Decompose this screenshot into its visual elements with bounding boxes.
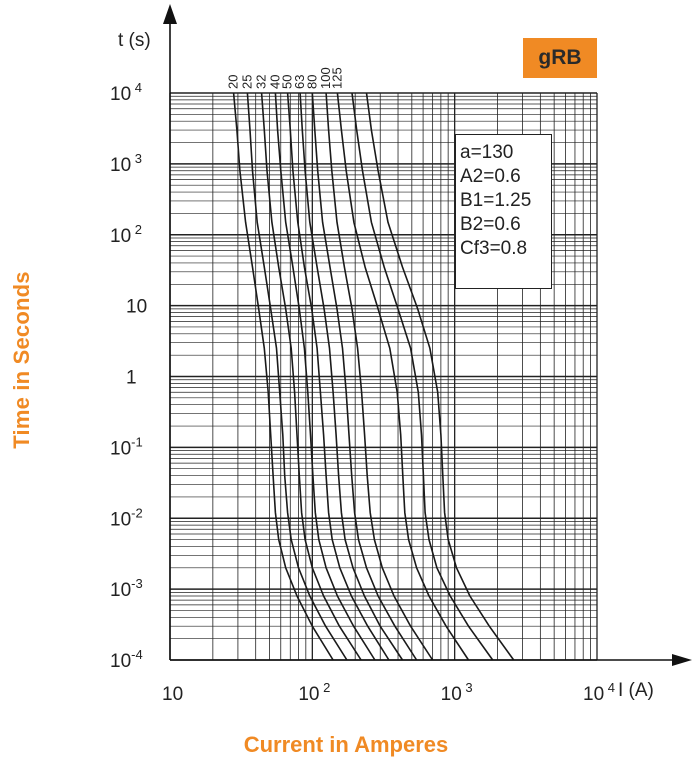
y-tick-label: 10-3 bbox=[110, 576, 143, 601]
x-axis-arrowhead bbox=[672, 654, 692, 666]
y-tick-label: 10 3 bbox=[110, 151, 142, 176]
y-axis-arrowhead bbox=[163, 4, 177, 24]
outer-y-label: Time in Seconds bbox=[9, 271, 34, 449]
y-tick-label: 10-4 bbox=[110, 647, 143, 672]
curve-63 bbox=[299, 92, 404, 661]
x-tick-label: 10 bbox=[162, 684, 183, 705]
curve-label-100: 100 bbox=[318, 67, 333, 89]
y-tick-label: 10-1 bbox=[110, 434, 143, 459]
y-axis-title: t (s) bbox=[118, 30, 151, 51]
curve-20 bbox=[232, 92, 334, 661]
curve-32 bbox=[260, 92, 362, 661]
outer-x-label: Current in Amperes bbox=[243, 732, 449, 757]
grid-lines bbox=[169, 92, 598, 661]
curve-label-80: 80 bbox=[304, 75, 319, 89]
param-cf3: Cf3=0.8 bbox=[460, 238, 528, 259]
curve-25 bbox=[246, 92, 348, 661]
axes bbox=[163, 4, 692, 666]
curve-label-25: 25 bbox=[239, 75, 254, 89]
x-axis-title: I (A) bbox=[618, 680, 654, 701]
param-a2: A2=0.6 bbox=[460, 166, 521, 187]
curve-label-63: 63 bbox=[292, 75, 307, 89]
param-a: a=130 bbox=[460, 142, 514, 163]
y-tick-label: 10 2 bbox=[110, 222, 142, 247]
y-tick-label: 10-2 bbox=[110, 505, 143, 530]
x-tick-label: 10 4 bbox=[583, 680, 615, 705]
tick-labels: 10 4 10 3 10 2 10 1 10-1 10-2 10-3 10-4 10 10 2 10 … bbox=[110, 80, 615, 705]
curve-125 bbox=[336, 92, 470, 661]
param-b1: B1=1.25 bbox=[460, 190, 532, 211]
curve-label-32: 32 bbox=[254, 75, 269, 89]
curve-label-125: 125 bbox=[329, 67, 344, 89]
y-tick-label: 10 bbox=[126, 297, 147, 318]
curve-label-40: 40 bbox=[267, 75, 282, 89]
curve-layer bbox=[232, 92, 515, 661]
curve-100 bbox=[325, 92, 434, 661]
curve-extra-10 bbox=[365, 92, 515, 661]
fuse-class-badge: gRB bbox=[523, 38, 597, 78]
curve-label-50: 50 bbox=[280, 75, 295, 89]
param-b2: B2=0.6 bbox=[460, 214, 521, 235]
curve-50 bbox=[286, 92, 390, 661]
curve-label-20: 20 bbox=[226, 75, 241, 89]
curve-80 bbox=[311, 92, 418, 661]
parameters-box: a=130 A2=0.6 B1=1.25 B2=0.6 Cf3=0.8 bbox=[455, 134, 552, 289]
x-tick-label: 10 3 bbox=[441, 680, 473, 705]
y-tick-label: 1 bbox=[126, 368, 137, 389]
curve-extra-9 bbox=[351, 92, 494, 661]
y-tick-label: 10 4 bbox=[110, 80, 142, 105]
curve-40 bbox=[274, 92, 376, 661]
x-tick-label: 10 2 bbox=[298, 680, 330, 705]
